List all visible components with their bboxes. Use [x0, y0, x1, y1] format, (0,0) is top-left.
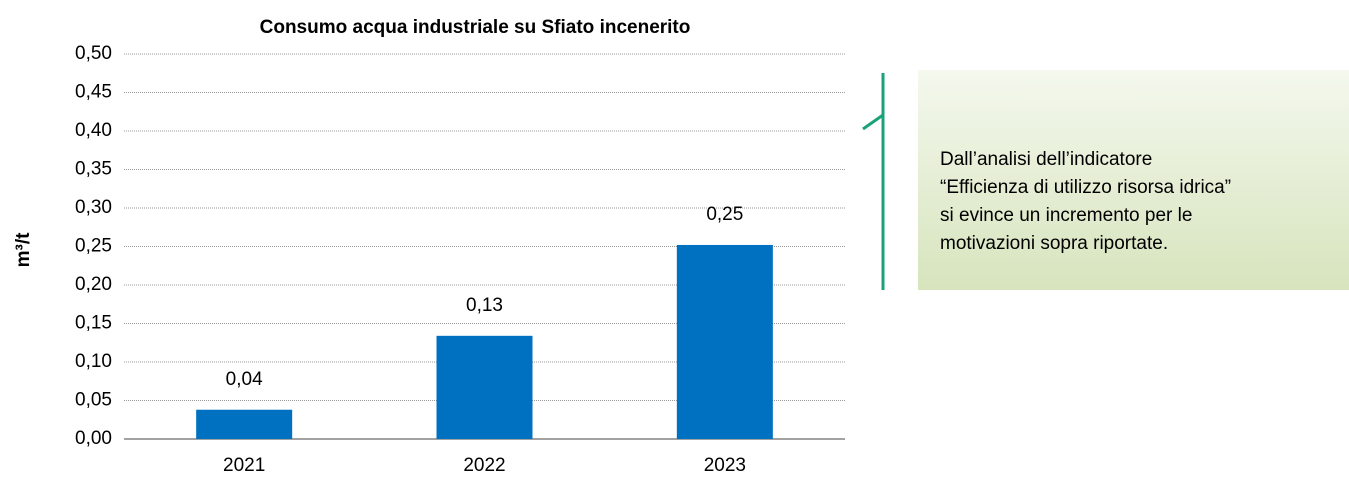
y-tick-label: 0,50	[75, 43, 112, 64]
bar	[676, 244, 773, 439]
y-tick-label: 0,35	[75, 159, 112, 180]
y-tick-label: 0,10	[75, 351, 112, 372]
bracket-tip	[862, 113, 884, 131]
note-line: Dall’analisi dell’indicatore	[940, 149, 1152, 170]
data-label: 0,04	[226, 369, 263, 390]
note-line: motivazioni sopra riportate.	[940, 233, 1168, 254]
y-tick-label: 0,00	[75, 428, 112, 449]
x-tick-label: 2023	[704, 455, 746, 476]
y-axis-label: m³/t	[13, 232, 34, 268]
y-tick-label: 0,20	[75, 274, 112, 295]
y-tick-label: 0,30	[75, 197, 112, 218]
y-tick-label: 0,15	[75, 313, 112, 334]
bar	[436, 335, 533, 439]
note-line: si evince un incremento per le	[940, 205, 1192, 226]
y-tick-label: 0,05	[75, 390, 112, 411]
bar	[196, 409, 293, 439]
data-label: 0,13	[466, 295, 503, 316]
data-label: 0,25	[706, 204, 743, 225]
note-box	[918, 70, 1349, 290]
y-tick-label: 0,45	[75, 82, 112, 103]
chart-title: Consumo acqua industriale su Sfiato ince…	[260, 17, 691, 38]
note-line: “Efficienza di utilizzo risorsa idrica”	[940, 177, 1231, 198]
y-tick-label: 0,25	[75, 236, 112, 257]
y-tick-label: 0,40	[75, 120, 112, 141]
x-tick-label: 2021	[223, 455, 265, 476]
x-tick-label: 2022	[463, 455, 505, 476]
